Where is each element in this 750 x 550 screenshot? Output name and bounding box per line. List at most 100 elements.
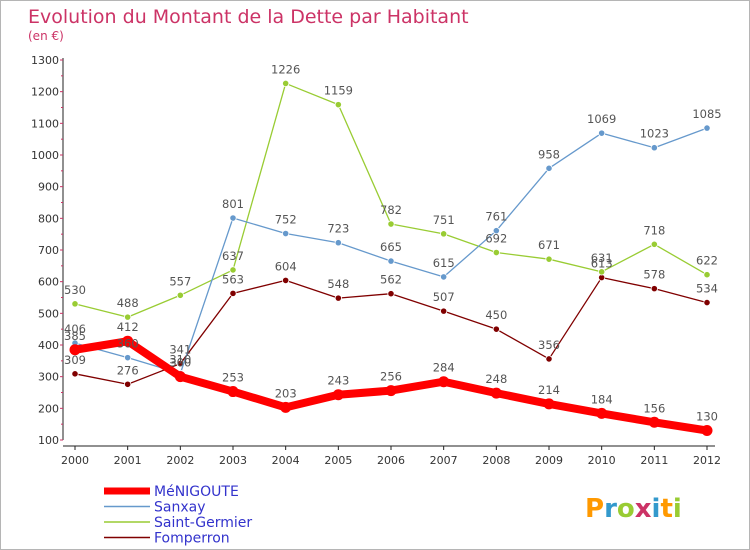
- data-point: [124, 354, 132, 362]
- data-label: 203: [275, 386, 297, 400]
- proxiti-logo: Proxiti: [585, 494, 682, 524]
- legend-label: Saint-Germier: [154, 515, 252, 531]
- data-label: 782: [380, 203, 402, 217]
- chart-unit: (en €): [28, 29, 64, 43]
- data-point: [124, 380, 132, 388]
- data-label: 958: [538, 147, 560, 161]
- data-point: [229, 214, 237, 222]
- data-point: [71, 300, 79, 308]
- data-label: 563: [222, 272, 244, 286]
- data-point: [543, 398, 555, 410]
- data-point: [438, 376, 450, 388]
- x-tick-label: 2005: [324, 454, 352, 467]
- data-point: [598, 129, 606, 137]
- data-label: 406: [64, 322, 86, 336]
- data-label: 613: [591, 257, 613, 271]
- data-label: 557: [169, 274, 191, 288]
- legend-label: MéNIGOUTE: [154, 484, 239, 500]
- data-label: 412: [117, 320, 139, 334]
- data-label: 1226: [271, 62, 300, 76]
- data-point: [124, 313, 132, 321]
- y-tick-label: 1000: [31, 149, 59, 162]
- x-tick-label: 2000: [61, 454, 89, 467]
- x-tick-label: 2002: [166, 454, 194, 467]
- series-lines: [69, 79, 713, 436]
- data-point: [282, 79, 290, 88]
- data-label: 637: [222, 249, 244, 263]
- x-tick-label: 2009: [535, 454, 563, 467]
- data-label: 356: [538, 338, 560, 352]
- series-3: [71, 273, 711, 388]
- data-label: 631: [591, 251, 613, 265]
- data-point: [703, 271, 711, 279]
- data-point: [71, 370, 79, 378]
- data-point: [440, 307, 448, 315]
- data-label: 360: [117, 337, 139, 351]
- svg-text:Proxiti: Proxiti: [585, 494, 682, 524]
- data-label: 488: [117, 296, 139, 310]
- series-2: [71, 79, 711, 321]
- data-label: 751: [433, 213, 455, 227]
- data-point: [648, 416, 660, 428]
- data-point: [385, 385, 397, 397]
- y-tick-label: 100: [38, 434, 59, 447]
- data-point: [387, 290, 395, 298]
- data-point: [492, 325, 500, 333]
- y-tick-label: 200: [38, 402, 59, 415]
- x-tick-label: 2007: [430, 454, 458, 467]
- data-label: 310: [169, 353, 191, 367]
- data-label: 752: [275, 213, 297, 227]
- x-tick-label: 2010: [588, 454, 616, 467]
- data-point: [545, 164, 553, 172]
- data-point: [176, 291, 184, 299]
- data-label: 562: [380, 273, 402, 287]
- data-point: [440, 273, 448, 281]
- data-label: 248: [485, 372, 507, 386]
- data-point: [334, 294, 342, 302]
- x-tick-label: 2008: [482, 454, 510, 467]
- data-label: 256: [380, 370, 402, 384]
- data-point: [334, 101, 342, 109]
- data-label: 184: [591, 392, 613, 406]
- data-label: 801: [222, 197, 244, 211]
- data-label: 622: [696, 254, 718, 268]
- data-label: 530: [64, 283, 86, 297]
- data-label: 300: [169, 356, 191, 370]
- data-label: 276: [117, 363, 139, 377]
- series-0: [69, 335, 713, 436]
- y-tick-label: 1100: [31, 117, 59, 130]
- data-label: 1023: [640, 127, 669, 141]
- data-point: [122, 335, 134, 347]
- data-point: [703, 298, 711, 307]
- data-label: 1069: [587, 112, 616, 126]
- data-point: [490, 387, 502, 399]
- y-tick-label: 800: [38, 212, 59, 225]
- data-point: [229, 289, 237, 297]
- data-point: [69, 344, 81, 356]
- data-label: 718: [643, 223, 665, 237]
- x-tick-label: 2003: [219, 454, 247, 467]
- data-label: 309: [64, 353, 86, 367]
- legend-label: Sanxay: [154, 500, 206, 516]
- y-tick-label: 500: [38, 307, 59, 320]
- data-label: 548: [327, 277, 349, 291]
- data-label: 1085: [692, 107, 721, 121]
- axes: 100 200 300 400 500 600 700 800 900 1000 1100 1200 1…: [31, 54, 721, 467]
- data-label: 284: [433, 361, 455, 375]
- data-label: 130: [696, 410, 718, 424]
- y-tick-label: 400: [38, 339, 59, 352]
- data-point: [545, 355, 553, 363]
- data-label: 1159: [324, 84, 353, 98]
- y-tick-label: 300: [38, 371, 59, 384]
- legend-label: Fomperron: [154, 531, 230, 547]
- data-point: [332, 389, 344, 401]
- data-point: [282, 229, 290, 238]
- data-labels: 385 412 300 253 203 243 256 284 248 214 184 156 130 4…: [64, 62, 722, 423]
- data-point: [387, 220, 395, 228]
- data-label: 615: [433, 256, 455, 270]
- data-point: [701, 425, 713, 436]
- data-point: [334, 239, 342, 247]
- data-point: [387, 257, 395, 265]
